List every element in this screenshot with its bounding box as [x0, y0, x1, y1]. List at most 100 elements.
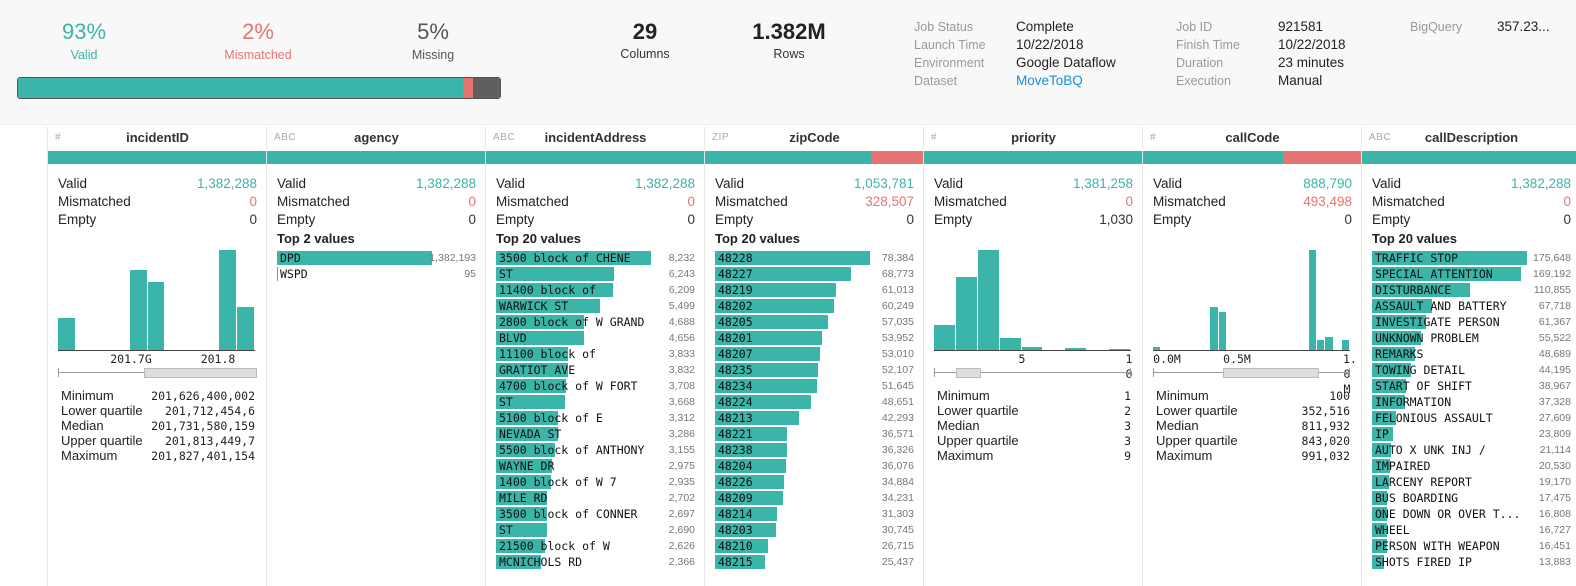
top-value-bar [1372, 507, 1387, 521]
quality-bar [17, 77, 501, 99]
top-value-bar [1372, 555, 1385, 569]
summary-value: 201,813,449,7 [164, 434, 255, 448]
column-quality-bar [1143, 151, 1361, 164]
top-value-label: UNKNOWN PROBLEM [1375, 331, 1479, 345]
type-icon: ABC [274, 132, 297, 143]
top-value-label: SHOTS FIRED IP [1375, 555, 1472, 569]
job-info-label: Execution [1176, 74, 1231, 88]
top-value-bar [1372, 331, 1421, 345]
top-value-label: ST [499, 395, 513, 409]
top-value-count: 67,718 [1538, 300, 1571, 312]
column-name[interactable]: incidentAddress [544, 130, 647, 145]
top-value-count: 36,076 [881, 460, 914, 472]
top-value-count: 13,883 [1538, 556, 1571, 568]
axis-label: 0.0M [1153, 352, 1181, 366]
column-name[interactable]: agency [354, 130, 399, 145]
top-value-label: 1400 block of W 7 [499, 475, 617, 489]
top-value-label: ASSAULT AND BATTERY [1375, 299, 1507, 313]
dataset-link[interactable]: MoveToBQ [1016, 73, 1083, 88]
top-value-bar [496, 523, 547, 537]
quality-segment [1283, 151, 1361, 164]
job-info-label: Duration [1176, 56, 1224, 70]
top-value-bar [715, 459, 787, 473]
top-value-bar [496, 299, 600, 313]
column-name[interactable]: callCode [1225, 130, 1280, 145]
top-value-count: 2,702 [668, 492, 695, 504]
quality-segment [1143, 151, 1284, 164]
top-value-label: 48227 [718, 267, 753, 281]
column-name[interactable]: callDescription [1424, 130, 1519, 145]
top-value-bar [1372, 459, 1391, 473]
valid-label: Valid [70, 48, 98, 62]
top-value-label: INVESTIGATE PERSON [1375, 315, 1500, 329]
type-icon: ABC [493, 132, 516, 143]
column-count-label: Columns [620, 47, 670, 61]
stat-label: Empty [496, 212, 535, 227]
column-quality-bar [48, 151, 266, 164]
stat-value: 328,507 [865, 194, 914, 209]
type-icon: # [931, 132, 938, 143]
top-value-label: 3500 block of CHENE [499, 251, 631, 265]
top-value-count: 30,745 [881, 524, 914, 536]
top-value-count: 34,231 [881, 492, 914, 504]
summary-value: 1 [1124, 389, 1131, 403]
range-tick [1130, 368, 1131, 377]
stat-label: Valid [1153, 176, 1183, 191]
column-name[interactable]: incidentID [126, 130, 189, 145]
stat-label: Empty [277, 212, 316, 227]
stat-label: Mismatched [1372, 194, 1445, 209]
top-value-bar [496, 427, 558, 441]
top-value-label: 48228 [718, 251, 753, 265]
top-value-count: 16,451 [1538, 540, 1571, 552]
summary-value: 2 [1124, 404, 1131, 418]
summary-label: Median [1156, 418, 1199, 433]
top-value-count: 2,690 [668, 524, 695, 536]
stat-label: Mismatched [277, 194, 350, 209]
column-name[interactable]: zipCode [789, 130, 840, 145]
column-name[interactable]: priority [1011, 130, 1056, 145]
range-tick [934, 368, 935, 377]
summary-label: Median [61, 418, 104, 433]
top-value-count: 53,010 [881, 348, 914, 360]
stat-value: 493,498 [1303, 194, 1352, 209]
top-value-label: WHEEL [1375, 523, 1410, 537]
top-value-bar [496, 555, 541, 569]
column-count: 29 [632, 19, 658, 44]
stat-value: 0 [249, 212, 257, 227]
histogram-bar [1325, 337, 1333, 350]
quartile-box [956, 368, 981, 378]
histogram-bar [1308, 250, 1317, 350]
top-value-count: 21,114 [1539, 444, 1571, 456]
top-value-count: 3,668 [668, 396, 695, 408]
top-value-bar [715, 363, 819, 377]
top-value-count: 44,195 [1538, 364, 1571, 376]
top-value-bar [277, 267, 278, 281]
quartile-box [144, 368, 257, 378]
histogram-baseline [1153, 350, 1350, 351]
stat-value: 1,382,288 [196, 176, 257, 191]
column-quality-bar [486, 151, 704, 164]
top-value-label: 48207 [718, 347, 753, 361]
histogram-bar [1109, 349, 1130, 350]
top-value-label: MCNICHOLS RD [499, 555, 583, 569]
stat-value: 0 [906, 212, 914, 227]
job-info-value: 921581 [1278, 19, 1324, 34]
top-value-count: 3,708 [668, 380, 695, 392]
top-value-count: 169,192 [1533, 268, 1571, 280]
top-value-count: 57,035 [881, 316, 914, 328]
stat-value: 0 [468, 212, 476, 227]
top-value-label: 11100 block of [499, 347, 596, 361]
summary-value: 201,712,454,6 [164, 404, 255, 418]
top-value-label: NEVADA ST [499, 427, 562, 441]
top-value-bar [1372, 475, 1389, 489]
top-value-bar [1372, 523, 1387, 537]
top-value-count: 16,727 [1538, 524, 1571, 536]
top-value-label: 21500 block of W [499, 539, 610, 553]
axis-label: 0.5M [1223, 352, 1251, 366]
stat-value: 1,382,288 [634, 176, 695, 191]
summary-label: Maximum [937, 448, 994, 463]
top-value-bar [715, 411, 799, 425]
stat-label: Valid [58, 176, 88, 191]
summary-value: 352,516 [1301, 404, 1350, 418]
